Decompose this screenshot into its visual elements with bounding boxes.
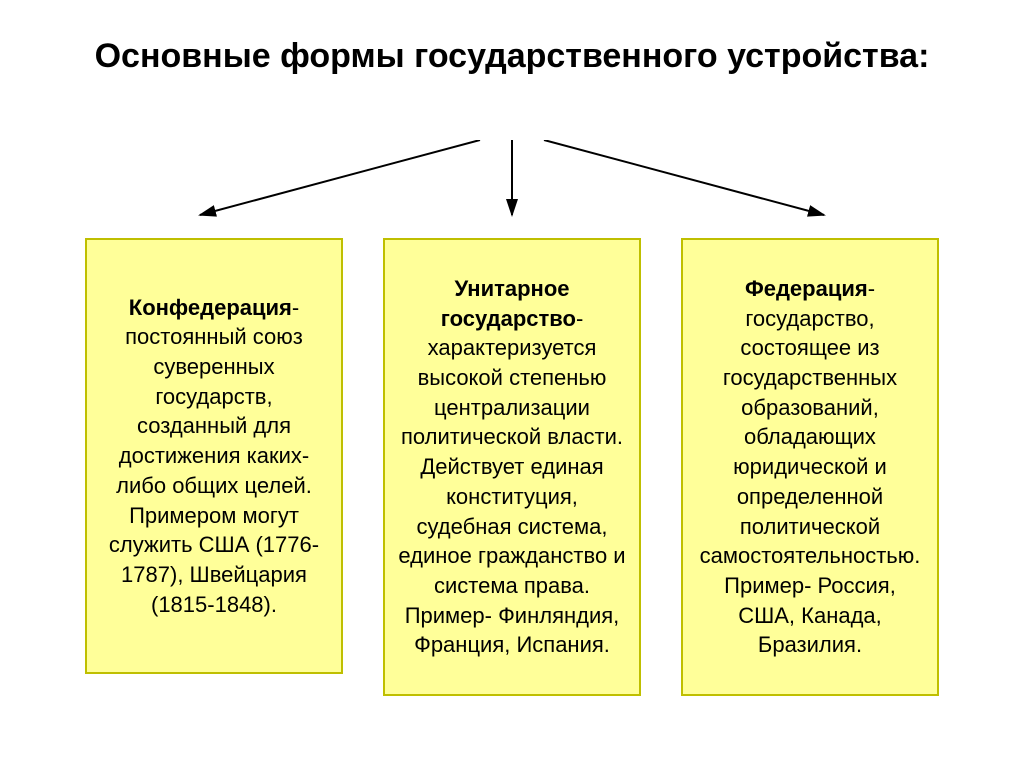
- box-desc: - постоянный союз суверенных государств,…: [109, 295, 319, 617]
- box-confederation: Конфедерация- постоянный союз суверенных…: [85, 238, 343, 674]
- arrows-svg: [0, 140, 1024, 230]
- box-federation: Федерация- государство, состоящее из гос…: [681, 238, 939, 696]
- box-desc: - государство, состоящее из государствен…: [700, 276, 921, 657]
- box-term: Унитарное государство: [441, 276, 576, 331]
- box-term: Федерация: [745, 276, 868, 301]
- arrow-right: [544, 140, 824, 215]
- box-desc: - характеризуется высокой степенью центр…: [398, 306, 625, 658]
- diagram-title: Основные формы государственного устройст…: [0, 35, 1024, 78]
- boxes-row: Конфедерация- постоянный союз суверенных…: [0, 238, 1024, 696]
- arrow-left: [200, 140, 480, 215]
- box-term: Конфедерация: [129, 295, 292, 320]
- box-unitary: Унитарное государство- характеризуется в…: [383, 238, 641, 696]
